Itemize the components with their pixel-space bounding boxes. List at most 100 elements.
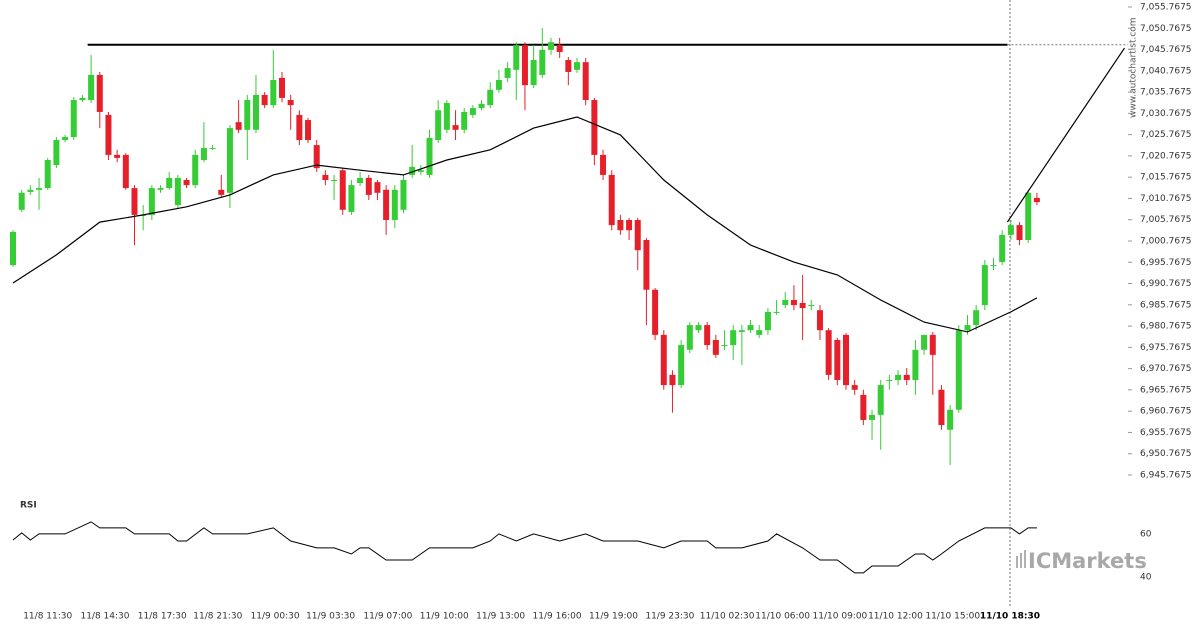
candle-body: [669, 374, 676, 386]
candle-body: [18, 192, 25, 210]
y-tick-label: 6,960.7675: [1140, 407, 1192, 417]
x-tick-label: 11/8 11:30: [23, 612, 72, 622]
candle-body: [226, 128, 233, 193]
y-tick-label: 6,945.7675: [1140, 470, 1192, 480]
x-tick-label: 11/9 19:00: [589, 612, 638, 622]
candle-body: [869, 414, 876, 420]
candle-body: [652, 289, 659, 335]
y-tick-label: 6,990.7675: [1140, 279, 1192, 289]
candle-body: [712, 339, 719, 355]
candle-body: [426, 137, 433, 175]
x-tick-label: 11/10 06:00: [755, 612, 810, 622]
candle-body: [148, 188, 155, 215]
candle-body: [200, 148, 207, 161]
y-tick-label: 7,005.7675: [1140, 215, 1192, 225]
candle-body: [192, 154, 199, 186]
x-tick-label: 11/9 10:00: [420, 612, 469, 622]
candle-body: [409, 166, 416, 175]
rsi-title: RSI: [20, 501, 37, 511]
y-tick-label: 7,000.7675: [1140, 236, 1192, 246]
candle-body: [556, 45, 563, 52]
x-tick-label: 11/9 07:00: [363, 612, 412, 622]
candle-body: [574, 62, 581, 70]
candle-body: [62, 137, 69, 141]
candle-body: [990, 265, 997, 267]
candle-body: [825, 330, 832, 375]
y-tick-label: 6,955.7675: [1140, 428, 1192, 438]
candle-body: [1033, 197, 1040, 203]
x-tick-label: 11/8 14:30: [80, 612, 129, 622]
candle-body: [738, 330, 745, 332]
x-tick-label: 11/9 13:00: [476, 612, 525, 622]
candle-body: [799, 302, 806, 309]
candle-body: [218, 189, 225, 195]
candle-body: [764, 311, 771, 331]
x-tick-label: 11/9 23:30: [645, 612, 694, 622]
candle-body: [88, 74, 95, 101]
candle-body: [877, 385, 884, 415]
candle-body: [704, 325, 711, 346]
y-tick-label: 7,035.7675: [1140, 88, 1192, 98]
candle-body: [79, 97, 86, 101]
y-tick-label: 7,020.7675: [1140, 151, 1192, 161]
candle-body: [790, 299, 797, 306]
candle-body: [756, 330, 763, 335]
candle-body: [695, 325, 702, 331]
candle-body: [122, 154, 129, 189]
candle-body: [999, 234, 1006, 263]
candle-body: [209, 148, 216, 150]
candle-body: [105, 114, 112, 155]
candle-body: [504, 68, 511, 78]
x-tick-label: 11/10 02:30: [700, 612, 755, 622]
candle-body: [860, 394, 867, 420]
candle-body: [391, 189, 398, 221]
x-tick-label: 11/9 16:00: [533, 612, 582, 622]
candle-body: [305, 120, 312, 141]
y-tick-label: 6,970.7675: [1140, 364, 1192, 374]
candle-body: [287, 100, 294, 106]
candle-body: [521, 45, 528, 86]
candle-body: [296, 114, 303, 141]
candle-body: [530, 60, 537, 86]
candle-body: [513, 45, 520, 70]
candle-body: [53, 140, 60, 166]
x-tick-label: 11/9 00:30: [251, 612, 300, 622]
y-tick-label: 6,995.7675: [1140, 258, 1192, 268]
x-tick-label: 11/8 17:30: [138, 612, 187, 622]
candle-body: [357, 177, 364, 183]
candle-body: [921, 334, 928, 350]
candle-body: [816, 310, 823, 331]
y-tick-label: 7,015.7675: [1140, 173, 1192, 183]
candle-body: [27, 189, 34, 192]
y-tick-label: 6,950.7675: [1140, 449, 1192, 459]
candle-body: [339, 170, 346, 210]
candle-body: [70, 100, 77, 138]
candle-body: [886, 379, 893, 381]
x-tick-label: 11/10 12:00: [868, 612, 923, 622]
y-tick-label: 7,045.7675: [1140, 45, 1192, 55]
candle-body: [539, 49, 546, 75]
y-tick-label: 7,050.7675: [1140, 24, 1192, 34]
watermark: ICMarkets: [1028, 549, 1147, 573]
candle-body: [938, 389, 945, 426]
candle-body: [478, 103, 485, 109]
candle-body: [955, 330, 962, 410]
candle-body: [747, 325, 754, 331]
candle-body: [565, 60, 572, 72]
broker-logo-icon: [1016, 550, 1026, 568]
y-tick-label: 6,980.7675: [1140, 322, 1192, 332]
candle-body: [270, 80, 277, 106]
candle-body: [487, 89, 494, 106]
candle-body: [964, 325, 971, 331]
candle-body: [313, 145, 320, 169]
candle-body: [235, 122, 242, 130]
candle-body: [660, 334, 667, 386]
candle-body: [843, 334, 849, 386]
candle-body: [322, 174, 329, 181]
candle-body: [686, 325, 693, 350]
candle-body: [10, 231, 17, 266]
candle-body: [96, 74, 103, 112]
y-tick-label: 7,055.7675: [1140, 2, 1192, 12]
x-tick-label: 11/10 18:30: [980, 612, 1040, 622]
candle-body: [782, 299, 789, 306]
